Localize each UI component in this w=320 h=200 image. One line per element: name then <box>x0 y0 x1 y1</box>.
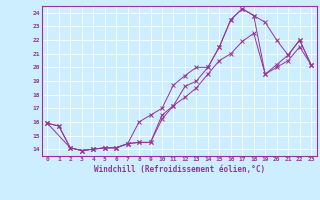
X-axis label: Windchill (Refroidissement éolien,°C): Windchill (Refroidissement éolien,°C) <box>94 165 265 174</box>
